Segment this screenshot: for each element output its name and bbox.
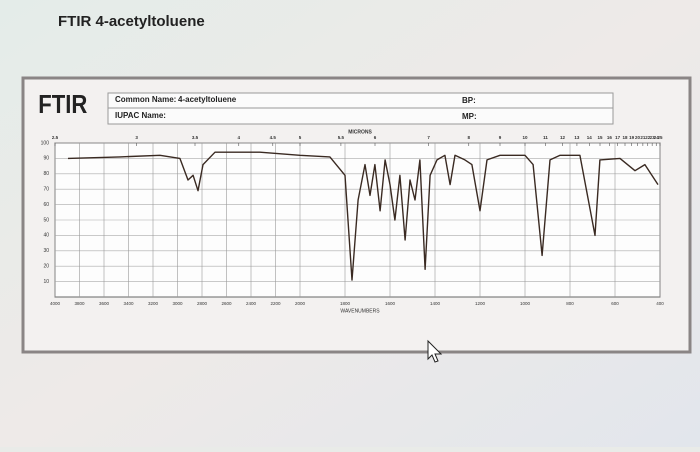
bp-label: BP: — [462, 96, 476, 105]
x2-tick-label: 21 — [640, 135, 646, 140]
x-tick-label: 1200 — [475, 301, 486, 306]
x-tick-label: 1800 — [340, 301, 351, 306]
x2-tick-label: 16 — [607, 135, 613, 140]
y-tick-label: 80 — [43, 171, 49, 177]
x-tick-label: 2400 — [246, 301, 257, 306]
y-tick-label: 70 — [43, 187, 49, 193]
x2-tick-label: 4.5 — [270, 135, 277, 140]
spectrum-line — [67, 151, 659, 281]
iupac-label: IUPAC Name: — [115, 111, 166, 120]
x2-tick-label: 17 — [615, 135, 621, 140]
x2-tick-label: 5.5 — [338, 135, 345, 140]
y-tick-label: 30 — [43, 248, 49, 254]
x2-tick-label: 25 — [657, 135, 663, 140]
x2-tick-label: 24 — [654, 135, 660, 140]
x2-tick-label: 4 — [237, 135, 240, 140]
y-tick-label: 20 — [43, 264, 49, 270]
x-tick-label: 3800 — [74, 301, 85, 306]
mp-label: MP: — [462, 112, 477, 121]
y-tick-label: 50 — [43, 217, 49, 223]
x-tick-label: 3000 — [172, 301, 183, 306]
x-tick-label: 600 — [611, 301, 619, 306]
x2-tick-label: 20 — [635, 135, 641, 140]
x2-tick-label: 19 — [629, 135, 635, 140]
x2-tick-label: 13 — [574, 135, 580, 140]
x2-tick-label: 11 — [543, 135, 548, 140]
x2-tick-label: 8 — [467, 135, 470, 140]
y-tick-label: 90 — [43, 156, 49, 162]
x2-tick-label: 5 — [299, 135, 302, 140]
x2-tick-label: 10 — [522, 135, 528, 140]
x-tick-label: 2000 — [295, 301, 306, 306]
x2-tick-label: 23 — [650, 135, 656, 140]
x-axis-label: WAVENUMBERS — [340, 308, 380, 314]
x-tick-label: 3600 — [99, 301, 110, 306]
x-tick-label: 2800 — [197, 301, 208, 306]
x2-tick-label: 9 — [499, 135, 502, 140]
x2-axis-label: MICRONS — [348, 129, 372, 135]
x-tick-label: 400 — [656, 301, 664, 306]
logo: FTIR — [38, 90, 87, 119]
x-tick-label: 1000 — [520, 301, 531, 306]
x-tick-label: 3200 — [148, 301, 159, 306]
x-tick-label: 1600 — [385, 301, 396, 306]
x2-tick-label: 3.5 — [192, 135, 199, 140]
x2-tick-label: 12 — [560, 135, 566, 140]
x2-tick-label: 22 — [645, 135, 651, 140]
y-tick-label: 60 — [43, 202, 49, 208]
common-name-label: Common Name: — [115, 95, 176, 104]
x2-tick-label: 2.5 — [52, 135, 59, 140]
y-tick-label: 10 — [43, 279, 49, 285]
x2-tick-label: 15 — [597, 135, 603, 140]
x-tick-label: 1400 — [430, 301, 441, 306]
x2-tick-label: 6 — [374, 135, 377, 140]
x-tick-label: 2600 — [221, 301, 232, 306]
x2-tick-label: 18 — [622, 135, 628, 140]
y-tick-label: 40 — [43, 233, 49, 239]
x-tick-label: 2200 — [270, 301, 281, 306]
x-tick-label: 4000 — [50, 301, 61, 306]
x-tick-label: 3400 — [123, 301, 134, 306]
x2-tick-label: 14 — [587, 135, 593, 140]
x2-tick-label: 7 — [427, 135, 430, 140]
x2-tick-label: 3 — [135, 135, 138, 140]
page-title: FTIR 4-acetyltoluene — [58, 13, 205, 30]
x-tick-label: 800 — [566, 301, 574, 306]
mouse-cursor — [427, 339, 443, 363]
y-tick-label: 100 — [41, 140, 50, 146]
common-name: 4-acetyltoluene — [178, 95, 237, 104]
